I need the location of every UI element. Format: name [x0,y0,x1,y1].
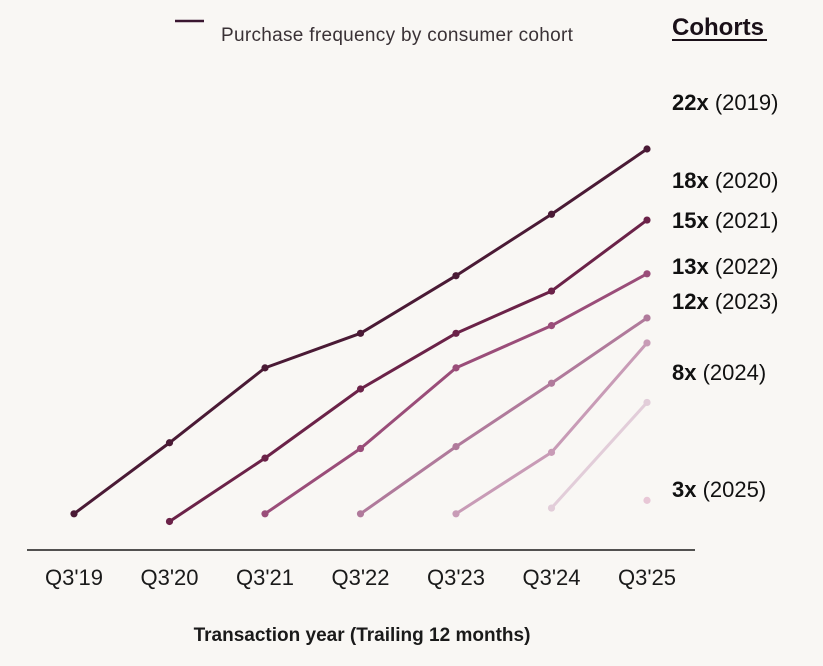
end-label-2022: 13x (2022) [672,254,778,279]
data-point [643,496,651,504]
x-tick-labels: Q3'19 Q3'20 Q3'21 Q3'22 Q3'23 Q3'24 Q3'25 [45,565,676,590]
series-2024 [547,398,651,512]
series-2022 [356,314,651,518]
x-tick-label: Q3'23 [427,565,485,590]
data-point [547,287,556,295]
series-2023 [452,339,651,518]
data-point [643,339,651,347]
data-point [356,329,365,337]
end-label-2023: 12x (2023) [672,289,778,314]
series-line-2021 [264,272,648,516]
data-point [261,510,269,518]
series-2025 [643,496,651,504]
x-tick-label: Q3'22 [331,565,389,590]
data-point [356,510,365,518]
data-point [165,517,174,526]
series-line-2020 [168,218,648,523]
end-labels: 22x (2019)18x (2020)15x (2021)13x (2022)… [672,90,778,502]
data-point [547,504,556,512]
data-point [643,270,651,278]
data-point [356,444,365,453]
end-label-2024: 8x (2024) [672,360,766,385]
series-2021 [261,270,651,518]
end-label-2020: 18x (2020) [672,168,778,193]
end-label-2019: 22x (2019) [672,90,778,115]
data-point [643,216,651,224]
data-point [643,314,651,322]
x-tick-label: Q3'20 [140,565,198,590]
end-label-year: (2025) [696,477,766,502]
end-label-multiplier: 3x [672,477,697,502]
x-tick-label: Q3'21 [236,565,294,590]
end-label-multiplier: 18x [672,168,709,193]
data-point [452,272,460,280]
end-label-multiplier: 13x [672,254,709,279]
data-point [643,145,651,153]
x-axis-label: Transaction year (Trailing 12 months) [194,625,531,646]
data-point [356,385,365,393]
end-label-multiplier: 12x [672,289,709,314]
cohorts-heading: Cohorts [672,14,767,41]
cohorts-title: Cohorts [672,14,764,41]
data-point [547,210,556,218]
data-point [452,510,460,518]
series-line-2022 [359,316,648,516]
data-point [547,448,556,456]
legend: Purchase frequency by consumer cohort [175,19,574,46]
data-point [452,329,460,337]
end-label-2025: 3x (2025) [672,477,766,502]
data-point [261,454,269,462]
data-point [165,439,174,447]
legend-label: Purchase frequency by consumer cohort [221,25,574,46]
series-lines [70,145,651,526]
end-label-multiplier: 22x [672,90,709,115]
data-point [547,379,556,387]
data-point [452,364,460,372]
x-tick-label: Q3'24 [522,565,580,590]
data-point [643,398,651,407]
data-point [70,510,78,518]
data-point [547,322,556,330]
series-line-2024 [550,401,649,510]
end-label-year: (2024) [696,360,766,385]
end-label-year: (2020) [709,168,779,193]
series-2019 [70,145,651,518]
x-tick-label: Q3'19 [45,565,103,590]
end-label-2021: 15x (2021) [672,208,778,233]
end-label-year: (2022) [709,254,779,279]
end-label-year: (2021) [709,208,779,233]
data-point [452,443,460,451]
data-point [261,364,269,372]
end-label-multiplier: 15x [672,208,709,233]
series-2020 [165,216,651,526]
end-label-year: (2019) [709,90,779,115]
end-label-year: (2023) [709,289,779,314]
x-tick-label: Q3'25 [618,565,676,590]
end-label-multiplier: 8x [672,360,697,385]
